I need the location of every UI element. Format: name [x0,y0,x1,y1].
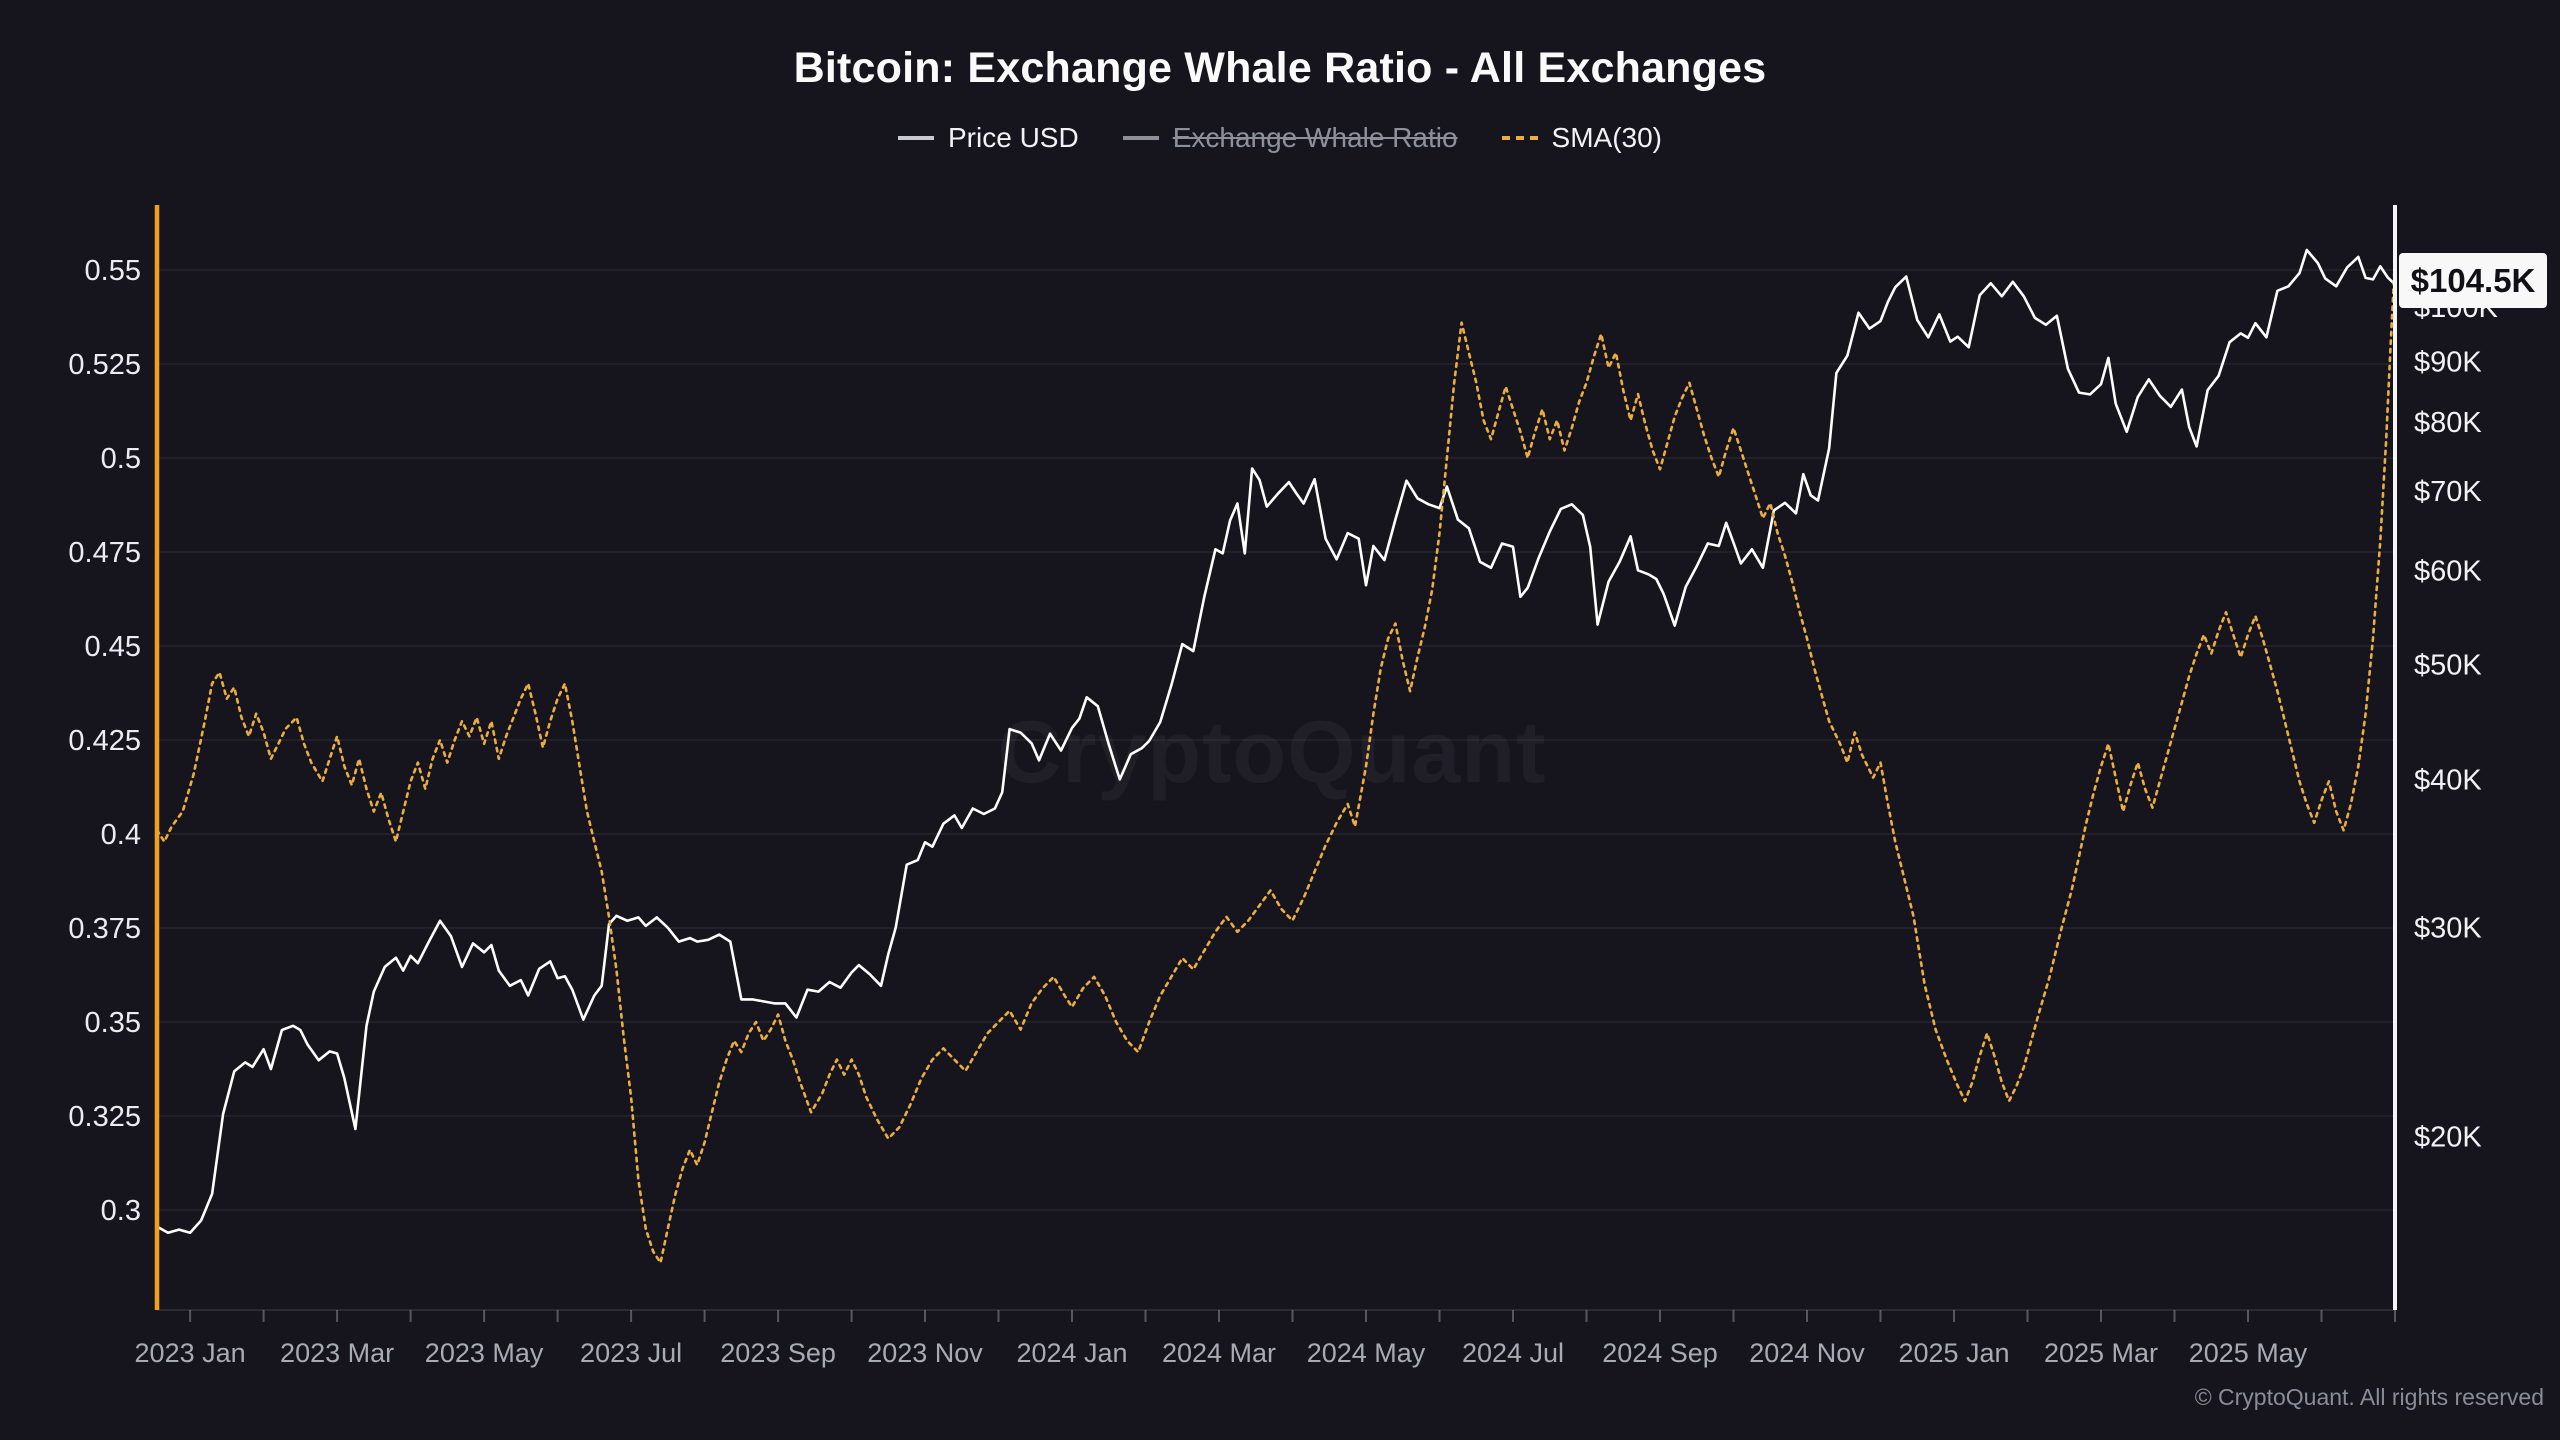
left-axis-tick-label: 0.45 [85,631,141,663]
right-axis-tick-label: $30K [2414,913,2482,945]
x-axis-tick-label: 2023 May [425,1338,544,1368]
legend-marker-icon [898,136,934,140]
x-axis-tick-label: 2025 May [2189,1338,2308,1368]
right-axis-tick-label: $80K [2414,407,2482,439]
copyright-text: © CryptoQuant. All rights reserved [2194,1384,2544,1410]
x-axis-tick-label: 2025 Mar [2044,1338,2158,1368]
legend-item-sma-30-[interactable]: SMA(30) [1501,122,1662,154]
left-axis-tick-label: 0.375 [68,913,141,945]
x-axis-tick-label: 2025 Jan [1898,1338,2009,1368]
series-line-price-usd [155,248,2397,1234]
legend-marker-icon [1501,136,1538,140]
x-axis-tick-label: 2023 Jan [135,1338,246,1368]
left-axis-tick-label: 0.475 [68,537,141,569]
x-axis-tick-label: 2024 May [1307,1338,1426,1368]
right-axis-tick-label: $90K [2414,346,2482,378]
series-line-sma-30- [155,257,2397,1264]
last-price-badge: $104.5K [2399,253,2547,308]
right-axis-tick-label: $70K [2414,476,2482,508]
left-axis-tick-label: 0.35 [85,1007,141,1039]
x-axis-tick-label: 2024 Jul [1462,1338,1564,1368]
left-axis-tick-label: 0.55 [85,255,141,287]
legend: Price USD Exchange Whale Ratio SMA(30) [0,122,2560,154]
x-axis-tick-label: 2024 Sep [1602,1338,1718,1368]
legend-marker-icon [1122,136,1159,140]
left-axis-tick-label: 0.4 [101,819,141,851]
right-axis-tick-label: $40K [2414,764,2482,796]
x-axis-tick-label: 2024 Mar [1162,1338,1276,1368]
left-axis-tick-label: 0.425 [68,725,141,757]
x-axis-tick-label: 2024 Nov [1749,1338,1865,1368]
x-axis-tick-label: 2024 Jan [1016,1338,1127,1368]
left-axis-tick-label: 0.3 [101,1195,141,1227]
right-axis-tick-label: $60K [2414,555,2482,587]
legend-item-price-usd[interactable]: Price USD [898,122,1079,154]
left-axis-tick-label: 0.325 [68,1101,141,1133]
x-axis-tick-label: 2023 Sep [720,1338,836,1368]
x-axis-tick-label: 2023 Nov [867,1338,983,1368]
right-axis-tick-label: $20K [2414,1122,2482,1154]
x-axis-tick-label: 2023 Jul [580,1338,682,1368]
left-axis-tick-label: 0.5 [101,443,141,475]
right-axis-tick-label: $50K [2414,649,2482,681]
chart-title: Bitcoin: Exchange Whale Ratio - All Exch… [793,44,1767,92]
left-axis-tick-label: 0.525 [68,349,141,381]
legend-item-label: Exchange Whale Ratio [1172,122,1458,153]
legend-item-label: SMA(30) [1551,122,1662,153]
legend-item-exchange-whale-ratio[interactable]: Exchange Whale Ratio [1122,122,1458,154]
legend-item-label: Price USD [948,122,1079,153]
x-axis-tick-label: 2023 Mar [280,1338,394,1368]
